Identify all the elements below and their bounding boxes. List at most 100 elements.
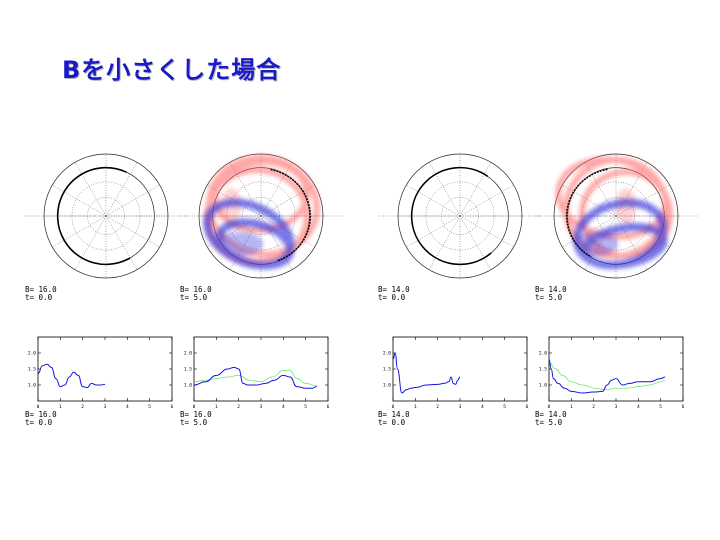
y-tick-label: 1.5 xyxy=(383,367,391,373)
polar-spoke xyxy=(459,162,492,217)
polar-spoke xyxy=(105,162,138,217)
plot-b-label-b: B= 16.0 xyxy=(180,410,212,419)
particle-ring xyxy=(56,166,131,266)
plot-frame xyxy=(193,336,329,402)
x-tick-label: 1 xyxy=(59,404,62,410)
panel-b: B= 16.0 t= 5.0 0 1 2 3 4 5 61.01.52.0 B= 16.0 … xyxy=(179,153,343,427)
polar-grid-circle xyxy=(425,181,495,251)
y-tick-label: 1.5 xyxy=(28,367,36,373)
polar-spoke xyxy=(459,184,514,217)
negative-band xyxy=(215,218,295,270)
x-tick-label: 3 xyxy=(260,404,263,410)
y-tick-label: 2.0 xyxy=(383,351,391,357)
panel-a: B= 16.0 t= 0.0 0 1 2 3 4 5 61.01.52.0 B= 16.0 … xyxy=(24,153,188,427)
x-tick-label: 2 xyxy=(592,404,595,410)
line-plot-c: 0 1 2 3 4 5 6 1.0 1.5 2.0 xyxy=(383,336,529,410)
polar-spoke xyxy=(459,215,514,248)
y-tick-label: 1.0 xyxy=(28,383,36,389)
polar-spoke xyxy=(74,162,107,217)
plot-t-label-d: t= 5.0 xyxy=(535,418,563,427)
x-tick-label: 5 xyxy=(659,404,662,410)
polar-b-label-a: B= 16.0 xyxy=(25,285,57,294)
x-tick-label: 1 xyxy=(570,404,573,410)
panel-d: B= 14.0 t= 5.0 0 1 2 3 4 5 61.01.52.0 B= 14.0 … xyxy=(534,153,698,427)
y-tick-label: 2.0 xyxy=(28,351,36,357)
polar-t-label-a: t= 0.0 xyxy=(25,293,53,302)
polar-spoke xyxy=(105,215,160,248)
line-plot-d: 0 1 2 3 4 5 6 1.0 1.5 2.0 xyxy=(539,336,685,410)
positive-band xyxy=(579,169,673,259)
x-tick-label: 2 xyxy=(237,404,240,410)
polar-b-label-d: B= 14.0 xyxy=(535,285,567,294)
polar-t-label-d: t= 5.0 xyxy=(535,293,563,302)
y-tick-label: 1.0 xyxy=(539,383,547,389)
polar-b-label-c: B= 14.0 xyxy=(378,285,410,294)
blue-series-line xyxy=(37,363,106,389)
x-tick-label: 6 xyxy=(171,404,174,410)
negative-blob xyxy=(219,232,263,256)
polar-spoke xyxy=(74,215,107,270)
line-plot-b: 0 1 2 3 4 5 6 1.0 1.5 2.0 xyxy=(184,336,330,410)
negative-blob xyxy=(574,232,618,256)
polar-plot-a xyxy=(24,153,188,279)
x-tick-label: 2 xyxy=(81,404,84,410)
x-tick-label: 5 xyxy=(503,404,506,410)
polar-spoke xyxy=(428,215,461,270)
slide-title: Bを小さくした場合 xyxy=(62,56,282,84)
x-tick-label: 3 xyxy=(104,404,107,410)
polar-plot-d xyxy=(534,153,698,279)
y-tick-label: 2.0 xyxy=(184,351,192,357)
x-tick-label: 4 xyxy=(126,404,129,410)
x-tick-label: 0 xyxy=(392,404,395,410)
green-series-line xyxy=(548,362,666,391)
x-tick-label: 4 xyxy=(282,404,285,410)
blue-series-line xyxy=(548,358,666,394)
y-tick-label: 1.0 xyxy=(184,383,192,389)
x-tick-label: 5 xyxy=(304,404,307,410)
particle-ring xyxy=(410,166,492,266)
x-tick-label: 0 xyxy=(193,404,196,410)
polar-spoke xyxy=(52,184,107,217)
plot-t-label-a: t= 0.0 xyxy=(25,418,53,427)
polar-spoke xyxy=(459,215,492,270)
green-series-line xyxy=(193,370,317,386)
y-tick-label: 1.5 xyxy=(184,367,192,373)
plot-frame xyxy=(548,336,684,402)
y-tick-label: 1.0 xyxy=(383,383,391,389)
plot-t-label-c: t= 0.0 xyxy=(378,418,406,427)
y-tick-label: 2.0 xyxy=(539,351,547,357)
polar-spoke xyxy=(52,215,107,248)
x-tick-label: 3 xyxy=(459,404,462,410)
polar-spoke xyxy=(406,184,461,217)
particle-arc xyxy=(269,168,312,262)
panel-c: B= 14.0 t= 0.0 0 1 2 3 4 5 61.01.52.0 B= 14.0 … xyxy=(378,153,542,427)
polar-t-label-c: t= 0.0 xyxy=(378,293,406,302)
plot-t-label-b: t= 5.0 xyxy=(180,418,208,427)
plot-frame xyxy=(37,336,173,402)
polar-spoke xyxy=(428,162,461,217)
x-tick-label: 6 xyxy=(682,404,685,410)
x-tick-label: 5 xyxy=(148,404,151,410)
polar-spoke xyxy=(406,215,461,248)
polar-grid-circle xyxy=(581,181,651,251)
y-tick-label: 1.5 xyxy=(539,367,547,373)
plot-frame xyxy=(392,336,528,402)
blue-series-line xyxy=(193,366,317,389)
plot-b-label-d: B= 14.0 xyxy=(535,410,567,419)
x-tick-label: 2 xyxy=(436,404,439,410)
x-tick-label: 0 xyxy=(37,404,40,410)
x-tick-label: 1 xyxy=(215,404,218,410)
negative-field-region xyxy=(203,198,295,270)
polar-grid-circle xyxy=(71,181,141,251)
x-tick-label: 4 xyxy=(481,404,484,410)
blue-series-line xyxy=(392,352,461,394)
polar-plot-c xyxy=(378,153,542,279)
polar-b-label-b: B= 16.0 xyxy=(180,285,212,294)
x-tick-label: 6 xyxy=(327,404,330,410)
line-plot-a: 0 1 2 3 4 5 6 1.0 1.5 2.0 xyxy=(28,336,174,410)
plot-b-label-a: B= 16.0 xyxy=(25,410,57,419)
x-tick-label: 0 xyxy=(548,404,551,410)
x-tick-label: 4 xyxy=(637,404,640,410)
plot-b-label-c: B= 14.0 xyxy=(378,410,410,419)
